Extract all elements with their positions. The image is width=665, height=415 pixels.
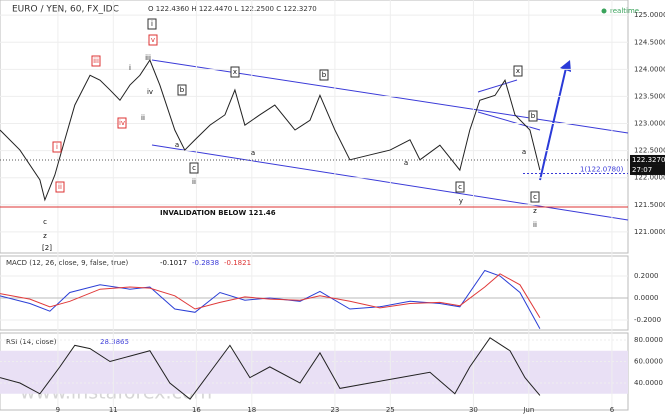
y-tick-label: -0.2000 xyxy=(634,316,661,324)
channel-line xyxy=(477,111,541,131)
series-line xyxy=(0,273,541,319)
y-tick-label: 121.0000 xyxy=(634,228,665,236)
invalidation-label: INVALIDATION BELOW 121.46 xyxy=(160,209,276,217)
wave-label: a xyxy=(175,141,179,149)
wave-label: ii xyxy=(192,178,196,186)
series-line xyxy=(0,337,541,400)
y-tick-label: 0.0000 xyxy=(634,294,659,302)
y-tick-label: 125.0000 xyxy=(634,11,665,19)
wave-label: b xyxy=(322,71,327,79)
wave-label: c xyxy=(458,183,462,191)
wave-label: c xyxy=(43,218,47,226)
wave-label: i xyxy=(129,64,131,72)
wave-box xyxy=(177,84,187,96)
rsi-readout: 28.3865 xyxy=(100,338,129,346)
y-tick-label: 122.5000 xyxy=(634,147,665,155)
wave-label: b xyxy=(531,112,536,120)
price-tag xyxy=(630,154,665,165)
macd-readout: -0.2838 xyxy=(192,259,219,267)
y-tick-label: 124.5000 xyxy=(634,38,665,46)
last-price: 122.3270 xyxy=(632,156,665,164)
y-tick-label: 123.0000 xyxy=(634,120,665,128)
y-tick-label: 122.0000 xyxy=(634,174,665,182)
wave-box xyxy=(52,141,62,153)
wave-box xyxy=(530,191,540,203)
wave-box xyxy=(189,162,199,174)
series-line xyxy=(0,59,541,202)
countdown-tag xyxy=(630,164,665,175)
wave-box xyxy=(91,55,101,67)
macd-readout: -0.1821 xyxy=(224,259,251,267)
x-tick-label: Jun xyxy=(522,406,534,414)
y-tick-label: 40.0000 xyxy=(634,379,663,387)
macd-panel xyxy=(0,255,629,331)
wave-label: b xyxy=(180,86,185,94)
channel-line xyxy=(477,79,518,93)
x-tick-label: 6 xyxy=(610,406,615,414)
macd-readout: -0.1017 xyxy=(160,259,187,267)
y-tick-label: 124.0000 xyxy=(634,65,665,73)
x-tick-label: 16 xyxy=(192,406,201,414)
wave-label: iii xyxy=(145,54,151,62)
chart-title: EURO / YEN, 60, FX_IDC xyxy=(12,5,119,15)
wave-box xyxy=(117,117,127,129)
wave-label: [2] xyxy=(42,244,52,252)
wave-label: ii xyxy=(533,221,537,229)
wave-label: ii xyxy=(58,183,62,191)
wave-label: i xyxy=(151,20,153,28)
wave-box xyxy=(513,65,523,77)
wave-label: a xyxy=(251,149,255,157)
wave-box xyxy=(319,69,329,81)
target-label: 1(122.0780) xyxy=(580,165,624,173)
wave-label: i xyxy=(56,143,58,151)
y-tick-label: 123.5000 xyxy=(634,92,665,100)
wave-label: y xyxy=(459,197,463,205)
wave-label: a xyxy=(404,159,408,167)
countdown: 27:07 xyxy=(632,166,652,174)
wave-box xyxy=(55,181,65,193)
x-tick-label: 30 xyxy=(469,406,478,414)
rsi-band xyxy=(0,350,628,394)
wave-label: x xyxy=(233,68,237,76)
series-line xyxy=(0,269,541,330)
rsi-title: RSI (14, close) xyxy=(6,338,57,346)
wave-label: iv xyxy=(119,119,125,127)
wave-box xyxy=(148,34,158,46)
wave-label: x xyxy=(516,67,520,75)
wave-box xyxy=(147,18,157,30)
wave-label: iii xyxy=(93,57,99,65)
x-tick-label: 23 xyxy=(330,406,339,414)
y-tick-label: 121.5000 xyxy=(634,201,665,209)
wave-label: v xyxy=(151,36,155,44)
wave-label: c xyxy=(192,164,196,172)
x-tick-label: 18 xyxy=(247,406,256,414)
wave-box xyxy=(528,110,538,122)
wave-label: a xyxy=(522,148,526,156)
x-tick-label: 9 xyxy=(56,406,60,414)
wave-box xyxy=(455,181,465,193)
ohlc: O 122.4360 H 122.4470 L 122.2500 C 122.3… xyxy=(148,5,317,13)
wave-label: ii xyxy=(141,114,145,122)
y-tick-label: 80.0000 xyxy=(634,336,663,344)
wave-label: iv xyxy=(147,88,153,96)
y-tick-label: 60.0000 xyxy=(634,357,663,365)
x-tick-label: 11 xyxy=(109,406,118,414)
status-dot xyxy=(601,8,607,14)
price-panel xyxy=(0,0,629,254)
y-tick-label: 0.2000 xyxy=(634,272,659,280)
wave-label: z xyxy=(43,232,47,240)
wave-box xyxy=(230,66,240,78)
status: realtime xyxy=(610,7,639,15)
wave-label: z xyxy=(533,207,537,215)
wave-label: c xyxy=(533,193,537,201)
macd-title: MACD (12, 26, close, 9, false, true) xyxy=(6,259,129,267)
x-tick-label: 25 xyxy=(386,406,395,414)
